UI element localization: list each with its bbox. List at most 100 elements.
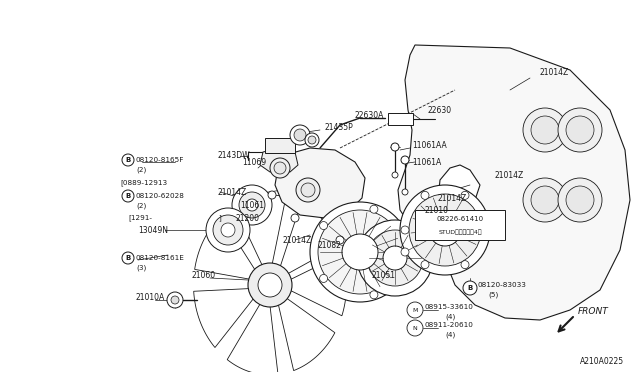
Circle shape [367,230,423,286]
Circle shape [290,125,310,145]
Circle shape [239,192,265,218]
Circle shape [122,154,134,166]
Circle shape [461,261,469,269]
Circle shape [400,185,490,275]
Circle shape [566,116,594,144]
Text: 11061AA: 11061AA [412,141,447,150]
Text: 21014Z: 21014Z [218,187,247,196]
Text: 21060: 21060 [192,272,216,280]
Circle shape [268,191,276,199]
Text: (5): (5) [488,292,499,298]
Circle shape [167,292,183,308]
Text: (3): (3) [136,265,147,271]
Circle shape [274,162,286,174]
Text: 11061: 11061 [240,201,264,209]
Text: 21010A: 21010A [135,294,164,302]
Circle shape [523,108,567,152]
Text: B: B [125,193,131,199]
Text: (2): (2) [136,167,147,173]
Text: (4): (4) [445,314,455,320]
Circle shape [407,320,423,336]
Circle shape [392,172,398,178]
Circle shape [310,202,410,302]
Text: B: B [125,255,131,261]
Circle shape [558,178,602,222]
Circle shape [391,143,399,151]
Circle shape [296,178,320,202]
Text: A210A0225: A210A0225 [580,357,624,366]
Text: [0889-12913: [0889-12913 [120,180,167,186]
Text: 08915-33610: 08915-33610 [425,304,474,310]
Circle shape [318,210,402,294]
Text: 08911-20610: 08911-20610 [425,322,474,328]
Text: 08120-62028: 08120-62028 [136,193,185,199]
Text: 21082: 21082 [318,241,342,250]
Circle shape [342,234,378,270]
Text: 08120-8165F: 08120-8165F [136,157,184,163]
Polygon shape [260,148,298,172]
Circle shape [122,190,134,202]
Text: 21014Z: 21014Z [495,170,524,180]
Text: [1291-: [1291- [128,215,152,221]
Polygon shape [279,203,339,275]
Bar [415,210,505,240]
Polygon shape [398,45,630,320]
Circle shape [421,261,429,269]
Text: 08120-83033: 08120-83033 [478,282,527,288]
Circle shape [301,183,315,197]
Circle shape [206,208,250,252]
Text: 21014Z: 21014Z [540,67,569,77]
Polygon shape [275,148,365,218]
Circle shape [463,281,477,295]
Circle shape [429,214,461,246]
Polygon shape [227,301,278,372]
Circle shape [357,220,433,296]
Text: (2): (2) [136,203,147,209]
Text: B: B [125,157,131,163]
Circle shape [421,191,429,199]
Polygon shape [195,216,257,280]
Circle shape [370,291,378,299]
Circle shape [305,133,319,147]
Text: 21051: 21051 [372,270,396,279]
Circle shape [401,248,409,256]
Polygon shape [278,296,335,371]
Circle shape [221,223,235,237]
Text: 21010: 21010 [425,205,449,215]
Bar [388,113,413,125]
Text: 22630: 22630 [428,106,452,115]
Circle shape [566,186,594,214]
Text: 22630A: 22630A [355,110,385,119]
Circle shape [401,226,409,234]
Circle shape [402,189,408,195]
Text: B: B [467,285,472,291]
Circle shape [401,156,409,164]
Circle shape [270,158,290,178]
Circle shape [248,263,292,307]
Circle shape [383,246,407,270]
Circle shape [481,226,489,234]
Circle shape [122,252,134,264]
Text: 11069: 11069 [242,157,266,167]
Text: N: N [413,326,417,330]
Text: STUDスタッド（4）: STUDスタッド（4） [438,229,482,235]
Circle shape [461,191,469,199]
Text: 21014Z: 21014Z [438,193,467,202]
Circle shape [232,185,272,225]
Circle shape [294,129,306,141]
Circle shape [409,194,481,266]
Circle shape [258,273,282,297]
Circle shape [558,108,602,152]
Circle shape [246,199,258,211]
Text: 08120-8161E: 08120-8161E [136,255,185,261]
Circle shape [523,178,567,222]
Circle shape [407,302,423,318]
Text: (4): (4) [445,332,455,338]
Text: 21014Z: 21014Z [283,235,312,244]
Polygon shape [194,288,255,347]
Circle shape [308,136,316,144]
Text: 08226-61410: 08226-61410 [436,216,484,222]
Text: 21435P: 21435P [325,122,354,131]
Text: 2143DW: 2143DW [218,151,251,160]
Polygon shape [287,254,346,316]
